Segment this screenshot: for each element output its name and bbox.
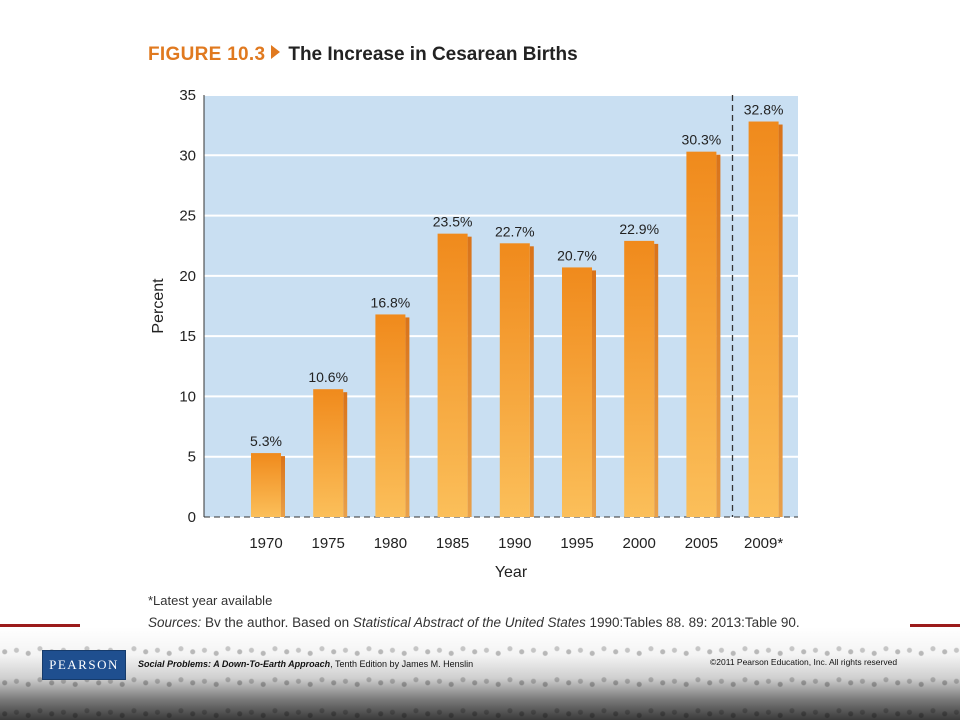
bar-2005 (686, 151, 721, 517)
bar-face (624, 240, 655, 518)
figure-label: FIGURE 10.3 (148, 44, 266, 65)
data-label: 20.7% (557, 247, 597, 263)
book-title: Social Problems: A Down-To-Earth Approac… (138, 659, 331, 669)
x-axis-label: Year (495, 564, 528, 581)
x-tick-label: 2005 (685, 535, 718, 552)
bar-face (499, 243, 530, 517)
divider-right (910, 624, 960, 627)
sources-text-1: By the author. Based on (201, 615, 353, 630)
bar-1970 (251, 453, 285, 517)
sources-line: Sources: By the author. Based on Statist… (148, 615, 800, 630)
bar-2000 (624, 240, 659, 518)
bar-side (467, 236, 472, 517)
figure-heading: FIGURE 10.3 The Increase in Cesarean Birt… (148, 44, 578, 74)
bar-face (313, 389, 344, 517)
bar-side (405, 317, 410, 517)
y-tick-label: 30 (179, 147, 196, 164)
x-tick-label: 1985 (436, 535, 469, 552)
x-tick-label: 2009* (744, 535, 783, 552)
x-tick-label: 1975 (312, 535, 345, 552)
data-label: 32.8% (744, 102, 784, 118)
data-label: 16.8% (371, 294, 411, 310)
data-label: 22.7% (495, 223, 535, 239)
bar-1995 (562, 267, 596, 517)
data-label: 5.3% (250, 433, 282, 449)
bar-side (654, 243, 659, 518)
bar-face (686, 151, 717, 517)
divider-left (0, 624, 80, 627)
bar-side (529, 246, 534, 517)
y-tick-label: 15 (179, 328, 196, 345)
x-tick-label: 1995 (560, 535, 593, 552)
data-label: 30.3% (682, 132, 722, 148)
bar-side (343, 392, 348, 517)
bar-1985 (437, 233, 472, 517)
figure-title: The Increase in Cesarean Births (288, 44, 578, 65)
book-edition: , Tenth Edition by James M. Henslin (330, 659, 474, 669)
y-tick-label: 25 (179, 208, 196, 225)
bar-face (375, 314, 406, 517)
x-tick-label: 1970 (249, 535, 282, 552)
bar-2009 (748, 121, 783, 518)
footer-speckle (0, 627, 960, 720)
bar-face (748, 121, 779, 518)
bar-chart: 0 5 10 15 20 25 30 35 1970 1975 1980 1985 1990 1995 20… (150, 87, 798, 581)
bar-face (562, 267, 592, 517)
y-tick-label: 0 (188, 509, 196, 526)
data-label: 10.6% (308, 369, 348, 385)
footnote: *Latest year available (148, 593, 273, 608)
bar-side (281, 456, 285, 517)
bar-side (778, 124, 783, 518)
axes: 0 5 10 15 20 25 30 35 1970 1975 1980 1985 1990 1995 20… (179, 87, 798, 552)
pearson-logo: PEARSON (42, 650, 126, 680)
x-tick-label: 1990 (498, 535, 531, 552)
bars (251, 121, 783, 518)
x-tick-label: 2000 (623, 535, 656, 552)
y-tick-label: 5 (188, 449, 196, 466)
copyright: ©2011 Pearson Education, Inc. All rights… (710, 657, 898, 667)
data-labels: 5.3% 10.6% 16.8% 23.5% 22.7% 20.7% 22.9% 30.3% 3… (250, 102, 783, 450)
data-label: 23.5% (433, 214, 473, 230)
bar-1980 (375, 314, 410, 517)
x-tick-label: 1980 (374, 535, 407, 552)
y-tick-label: 10 (179, 388, 196, 405)
sources-publication: Statistical Abstract of the United State… (352, 615, 586, 630)
sources-text-2: 1990:Tables 88, 89; 2013:Table 90. (585, 615, 800, 630)
data-label: 22.9% (619, 221, 659, 237)
bar-1990 (499, 243, 534, 517)
bar-side (592, 270, 596, 517)
bar-side (716, 154, 721, 517)
bar-1975 (313, 389, 348, 517)
bar-face (437, 233, 468, 517)
sources-prefix: Sources: (148, 615, 202, 630)
y-tick-label: 20 (179, 268, 196, 285)
footer-texture (0, 627, 960, 720)
y-tick-label: 35 (179, 87, 196, 104)
bar-face (251, 453, 281, 517)
triangle-arrow-icon (271, 45, 281, 59)
y-axis-label: Percent (150, 278, 167, 334)
book-reference: Social Problems: A Down-To-Earth Approac… (138, 659, 473, 669)
